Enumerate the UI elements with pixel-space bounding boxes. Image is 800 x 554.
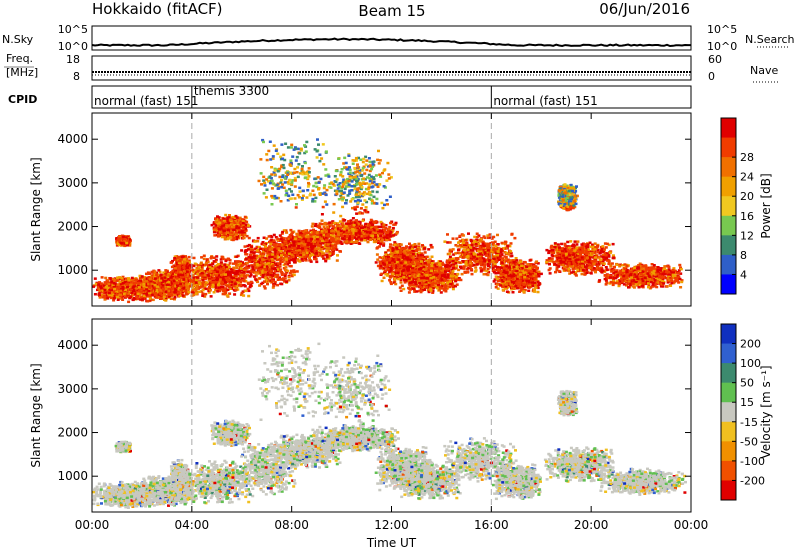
x-axis-label: Time UT [366, 536, 417, 550]
colorbar-tick-label: 28 [740, 151, 754, 164]
y-tick-label: 3000 [57, 382, 88, 396]
colorbar-label: Velocity [m s⁻¹] [759, 365, 773, 458]
colorbar-swatch [721, 274, 736, 295]
nsky-panel: N.Sky 10^5 10^0 10^5 10^0 N.Search [2, 23, 795, 53]
velocity-colorbar: 200 100 50 15 -15 -50 -100 -200 Velocity [m s⁻¹] [720, 323, 773, 501]
power-cells [92, 138, 684, 304]
colorbar-swatch [721, 382, 736, 403]
freq-label-line1: Freq. [6, 52, 33, 65]
nsearch-tick-bottom: 10^0 [707, 40, 737, 53]
nsky-tick-bottom: 10^0 [58, 40, 88, 53]
beam-title: Beam 15 [358, 2, 425, 20]
nsky-label: N.Sky [2, 33, 34, 46]
power-panel: 1000 2000 3000 4000 Slant Range [km] 4 8 12 16 20… [29, 112, 773, 307]
x-tick-label: 00:00 [75, 518, 110, 532]
y-axis-label: Slant Range [km] [29, 363, 43, 467]
colorbar-swatch [721, 215, 736, 236]
colorbar-swatch [721, 324, 736, 345]
cpid-mode-label: normal (fast) 151 [94, 94, 198, 108]
station-title: Hokkaido (fitACF) [92, 0, 223, 18]
freq-tick-bottom: 8 [73, 70, 80, 83]
nsearch-label: N.Search [745, 33, 795, 46]
colorbar-swatch [721, 176, 736, 197]
x-tick-label: 12:00 [374, 518, 409, 532]
colorbar-tick-label: 15 [740, 396, 754, 409]
nsearch-tick-top: 10^5 [707, 23, 737, 36]
freq-tick-top: 18 [66, 53, 80, 66]
colorbar-tick-label: -200 [740, 474, 765, 487]
freq-label-line2: [MHz] [6, 66, 38, 79]
velocity-cells [92, 342, 687, 509]
cpid-mode-label: normal (fast) 151 [493, 94, 597, 108]
colorbar-tick-label: 12 [740, 229, 754, 242]
colorbar-tick-label: -15 [740, 416, 758, 429]
y-tick-label: 1000 [57, 469, 88, 483]
y-axis-label: Slant Range [km] [29, 157, 43, 261]
colorbar-swatch [721, 343, 736, 364]
cpid-mode-label: themis 3300 [194, 84, 269, 98]
x-tick-label: 04:00 [175, 518, 210, 532]
colorbar-tick-label: 16 [740, 210, 754, 223]
velocity-panel: 1000 2000 3000 4000 Slant Range [km] 200 100 50… [29, 318, 773, 550]
date-title: 06/Jun/2016 [599, 0, 690, 18]
x-tick-label: 08:00 [274, 518, 309, 532]
colorbar-swatch [721, 254, 736, 275]
x-tick-label: 20:00 [574, 518, 609, 532]
nsky-trace [91, 37, 691, 48]
colorbar-swatch [721, 480, 736, 501]
colorbar-tick-label: 4 [740, 268, 747, 281]
y-tick-label: 2000 [57, 220, 88, 234]
colorbar-tick-label: 24 [740, 171, 754, 184]
y-tick-label: 4000 [57, 338, 88, 352]
nave-tick-top: 60 [708, 53, 722, 66]
colorbar-swatch [721, 421, 736, 442]
y-tick-label: 1000 [57, 263, 88, 277]
x-tick-label: 16:00 [474, 518, 509, 532]
nsky-tick-top: 10^5 [58, 23, 88, 36]
colorbar-swatch [721, 118, 736, 139]
nave-label: Nave [750, 64, 778, 77]
y-tick-label: 2000 [57, 426, 88, 440]
y-tick-label: 4000 [57, 132, 88, 146]
colorbar-swatch [721, 402, 736, 423]
colorbar-tick-label: 200 [740, 338, 761, 351]
colorbar-swatch [721, 460, 736, 481]
colorbar-swatch [721, 441, 736, 462]
colorbar-tick-label: 20 [740, 190, 754, 203]
colorbar-swatch [721, 196, 736, 217]
colorbar-tick-label: -50 [740, 435, 758, 448]
freq-panel: Freq. [MHz] 18 8 60 0 Nave [4, 52, 778, 83]
colorbar-tick-label: -100 [740, 455, 765, 468]
colorbar-swatch [721, 235, 736, 256]
cpid-label: CPID [8, 93, 37, 106]
nave-tick-bottom: 0 [708, 70, 715, 83]
colorbar-tick-label: 8 [740, 249, 747, 262]
colorbar-swatch [721, 137, 736, 158]
colorbar-swatch [721, 363, 736, 384]
colorbar-swatch [721, 157, 736, 178]
power-colorbar: 4 8 12 16 20 24 28 Power [dB] [720, 117, 773, 295]
colorbar-label: Power [dB] [759, 173, 773, 238]
x-tick-label: 00:00 [674, 518, 709, 532]
colorbar-tick-label: 50 [740, 377, 754, 390]
y-tick-label: 3000 [57, 176, 88, 190]
colorbar-tick-label: 100 [740, 357, 761, 370]
